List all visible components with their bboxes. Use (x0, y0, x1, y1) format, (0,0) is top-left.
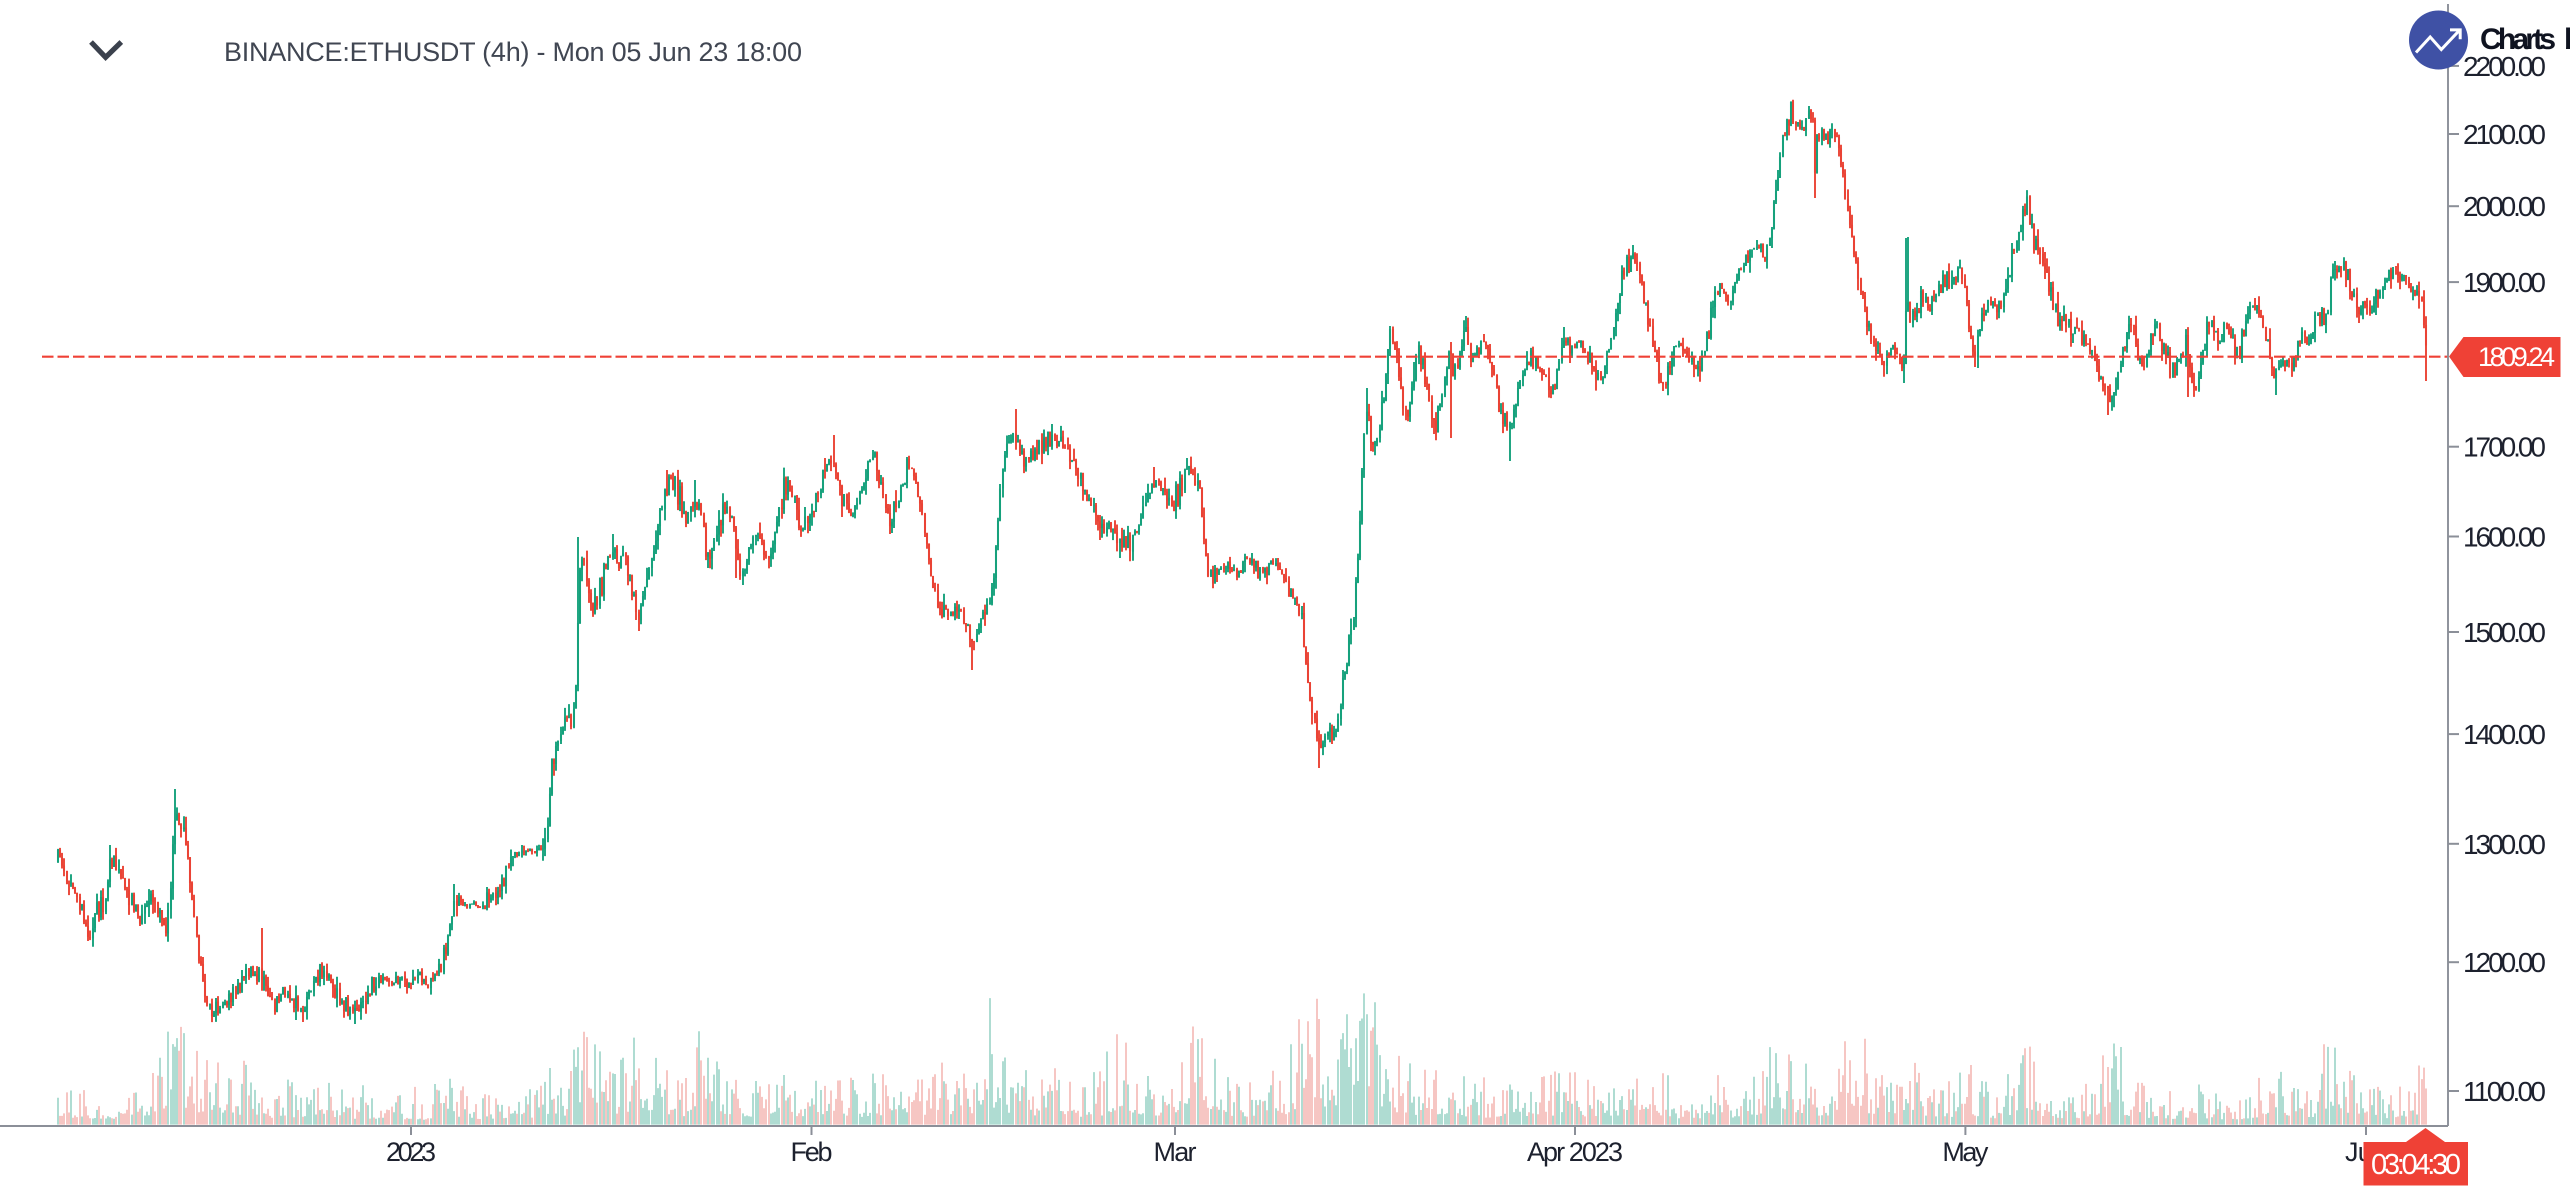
svg-text:Charts: Charts (2480, 23, 2556, 56)
svg-text:Mar: Mar (1154, 1137, 1197, 1167)
svg-text:1600.00: 1600.00 (2463, 522, 2546, 553)
svg-text:Feb: Feb (791, 1137, 833, 1167)
svg-text:2000.00: 2000.00 (2463, 191, 2546, 222)
svg-text:1100.00: 1100.00 (2463, 1076, 2546, 1107)
svg-text:2200.00: 2200.00 (2463, 51, 2546, 82)
svg-text:BINANCE:ETHUSDT (4h) - Mon 05: BINANCE:ETHUSDT (4h) - Mon 05 Jun 23 18:… (224, 37, 802, 67)
svg-text:1400.00: 1400.00 (2463, 719, 2546, 750)
svg-text:1300.00: 1300.00 (2463, 829, 2546, 860)
svg-text:by TradingView: by TradingView (2564, 23, 2570, 56)
svg-text:1200.00: 1200.00 (2463, 947, 2546, 978)
svg-text:2100.00: 2100.00 (2463, 119, 2546, 150)
svg-text:1900.00: 1900.00 (2463, 267, 2546, 298)
svg-text:1809.24: 1809.24 (2478, 342, 2555, 372)
svg-text:Apr 2023: Apr 2023 (1527, 1137, 1623, 1167)
svg-text:1500.00: 1500.00 (2463, 617, 2546, 648)
svg-text:1700.00: 1700.00 (2463, 432, 2546, 463)
svg-text:2023: 2023 (386, 1137, 436, 1167)
svg-text:May: May (1942, 1137, 1989, 1167)
svg-text:03:04:30: 03:04:30 (2371, 1149, 2461, 1181)
